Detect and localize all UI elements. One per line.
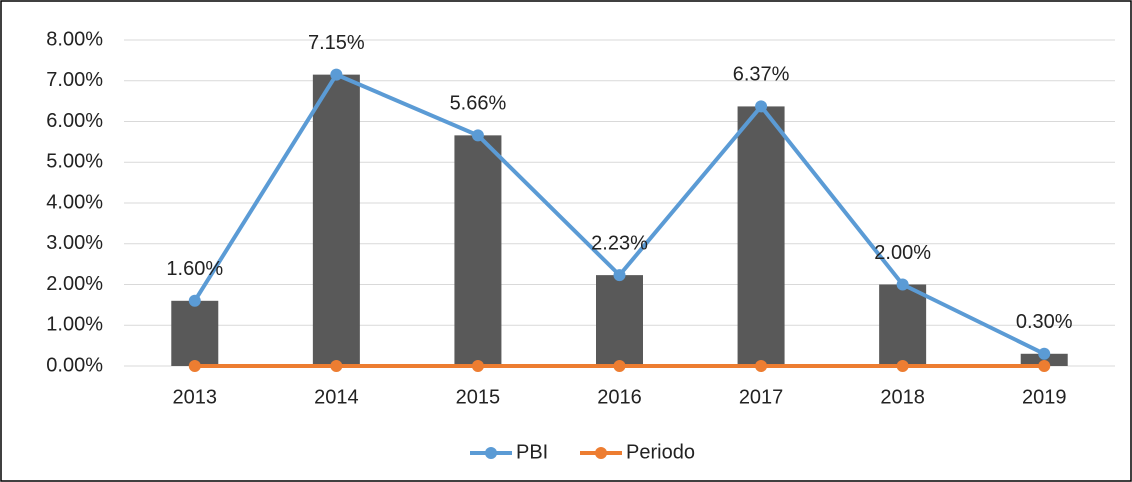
bar [596, 275, 643, 366]
line-marker [755, 360, 768, 372]
data-label: 1.60% [166, 258, 223, 280]
legend-marker [485, 447, 497, 459]
line-marker [188, 294, 201, 307]
y-tick-label: 1.00% [46, 314, 103, 336]
legend-label: PBI [516, 441, 548, 463]
bar [171, 300, 219, 366]
line-marker [613, 269, 626, 282]
y-tick-label: 5.00% [46, 151, 103, 173]
legend-label: Periodo [626, 441, 695, 463]
bar [312, 74, 360, 366]
x-tick-label: 2018 [880, 386, 925, 408]
line-marker [330, 360, 343, 372]
x-tick-label: 2013 [173, 386, 218, 408]
line-marker [896, 278, 909, 291]
data-label: 0.30% [1016, 311, 1073, 333]
y-tick-label: 6.00% [46, 110, 103, 132]
bar [454, 135, 502, 366]
data-label: 2.00% [874, 242, 931, 264]
y-tick-label: 8.00% [46, 28, 103, 50]
data-label: 6.37% [733, 64, 790, 86]
bar [737, 106, 785, 367]
y-tick-label: 4.00% [46, 191, 103, 213]
x-tick-label: 2015 [456, 386, 501, 408]
x-tick-label: 2019 [1022, 386, 1067, 408]
y-tick-label: 2.00% [46, 273, 103, 295]
x-tick-label: 2014 [314, 386, 359, 408]
line-marker [471, 360, 484, 372]
bar [879, 284, 927, 366]
data-label: 2.23% [591, 232, 648, 254]
data-label: 5.66% [450, 93, 507, 115]
data-label: 7.15% [308, 32, 365, 54]
line-marker [755, 100, 768, 113]
line-marker [471, 129, 484, 142]
line-marker [1038, 360, 1051, 372]
line-marker [1038, 347, 1051, 360]
line-marker [613, 360, 626, 372]
y-tick-label: 7.00% [46, 69, 103, 91]
bar [1020, 353, 1068, 366]
y-tick-label: 3.00% [46, 232, 103, 254]
y-tick-label: 0.00% [46, 354, 103, 376]
x-tick-label: 2016 [597, 386, 642, 408]
line-marker [330, 68, 343, 81]
line-marker [188, 360, 201, 372]
line-marker [896, 360, 909, 372]
x-tick-label: 2017 [739, 386, 784, 408]
legend-marker [595, 447, 607, 459]
